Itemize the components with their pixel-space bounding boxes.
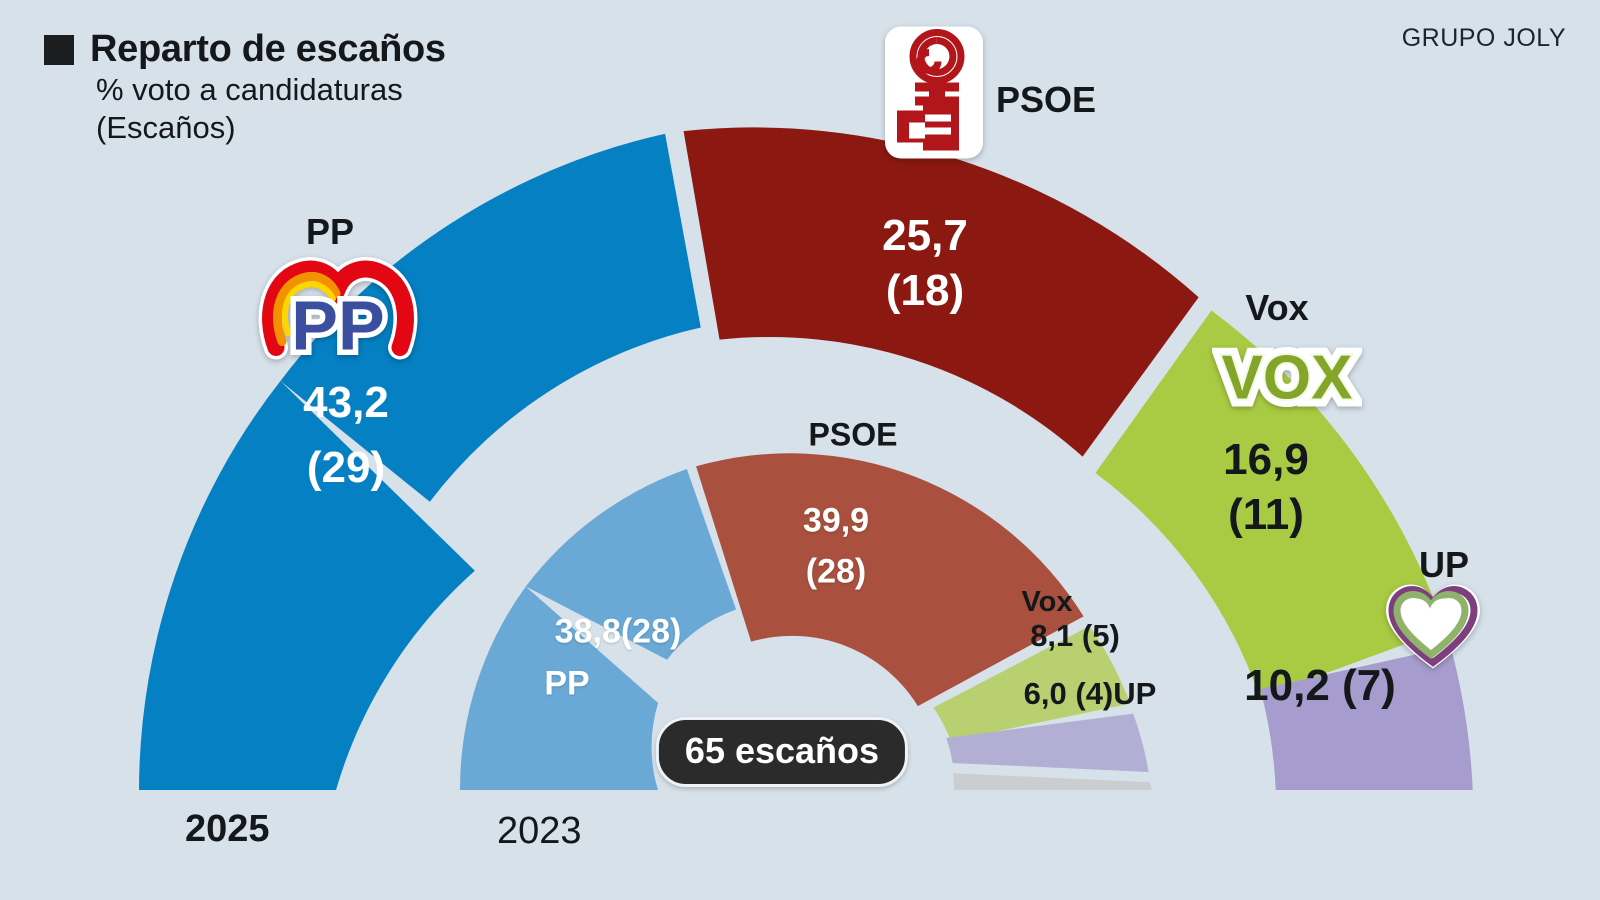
svg-text:VOX: VOX bbox=[1222, 344, 1353, 413]
label-inner-vox-value: 8,1 (5) bbox=[1030, 617, 1120, 653]
label-vox-name: Vox bbox=[1245, 287, 1309, 329]
wedge-inner-vox bbox=[933, 626, 1131, 741]
label-up-value: 10,2 (7) bbox=[1244, 660, 1396, 710]
wedge-inner-otros bbox=[953, 773, 1152, 790]
label-up-name: UP bbox=[1418, 544, 1470, 586]
wedge-outer-up bbox=[1260, 646, 1473, 790]
label-inner-up-value: 6,0 (4)UP bbox=[1023, 675, 1157, 711]
wedge-outer-psoe bbox=[683, 127, 1199, 457]
label-pp-seats: (29) bbox=[306, 442, 386, 492]
wedge-inner-pp-b bbox=[525, 469, 737, 660]
subtitle-line-1: % voto a candidaturas bbox=[96, 72, 403, 107]
label-inner-pp-value: 38,8(28) bbox=[554, 612, 682, 651]
label-inner-psoe-name: PSOE bbox=[808, 416, 898, 453]
credit-grupo-joly: GRUPO JOLY bbox=[1401, 24, 1566, 52]
year-label-inner: 2023 bbox=[497, 810, 582, 852]
label-inner-vox-name: Vox bbox=[1021, 586, 1073, 619]
chart-rings bbox=[139, 127, 1473, 790]
wedge-inner-up bbox=[946, 713, 1149, 772]
label-psoe-seats: (18) bbox=[885, 265, 965, 315]
label-vox-seats: (11) bbox=[1228, 489, 1304, 539]
wedge-outer-pp bbox=[139, 380, 475, 790]
svg-text:VOX: VOX bbox=[1222, 344, 1353, 413]
page-title: Reparto de escaños bbox=[90, 28, 446, 70]
label-vox-pct: 16,9 bbox=[1223, 434, 1309, 484]
label-pp-pct: 43,2 bbox=[303, 377, 389, 427]
vox-logo-icon: VOX VOX bbox=[1212, 336, 1362, 422]
label-inner-psoe-seats: (28) bbox=[805, 552, 867, 591]
psoe-rose-fist-logo-icon bbox=[879, 23, 989, 168]
label-inner-psoe-pct: 39,9 bbox=[802, 501, 870, 540]
svg-text:PP: PP bbox=[291, 287, 384, 365]
up-heart-logo-icon bbox=[1378, 577, 1488, 682]
title-row: Reparto de escaños bbox=[44, 28, 446, 71]
svg-text:PP: PP bbox=[291, 287, 384, 365]
subtitle-line-2: (Escaños) bbox=[96, 109, 236, 145]
year-label-outer: 2025 bbox=[185, 808, 270, 850]
wedge-inner-pp bbox=[459, 586, 659, 790]
label-pp-name: PP bbox=[305, 211, 355, 253]
wedge-outer-vox bbox=[1095, 310, 1445, 698]
label-psoe-pct: 25,7 bbox=[882, 210, 968, 260]
header-block: Reparto de escaños % voto a candidaturas… bbox=[44, 28, 446, 147]
square-bullet-icon bbox=[44, 34, 74, 65]
wedge-inner-psoe bbox=[696, 453, 1084, 707]
wedge-outer-pp-b bbox=[280, 133, 701, 502]
label-inner-pp-name: PP bbox=[544, 664, 590, 703]
label-psoe-name: PSOE bbox=[995, 79, 1097, 121]
pp-logo-icon: PP PP bbox=[258, 254, 418, 379]
status-badge-total-seats: 65 escaños bbox=[655, 717, 909, 787]
